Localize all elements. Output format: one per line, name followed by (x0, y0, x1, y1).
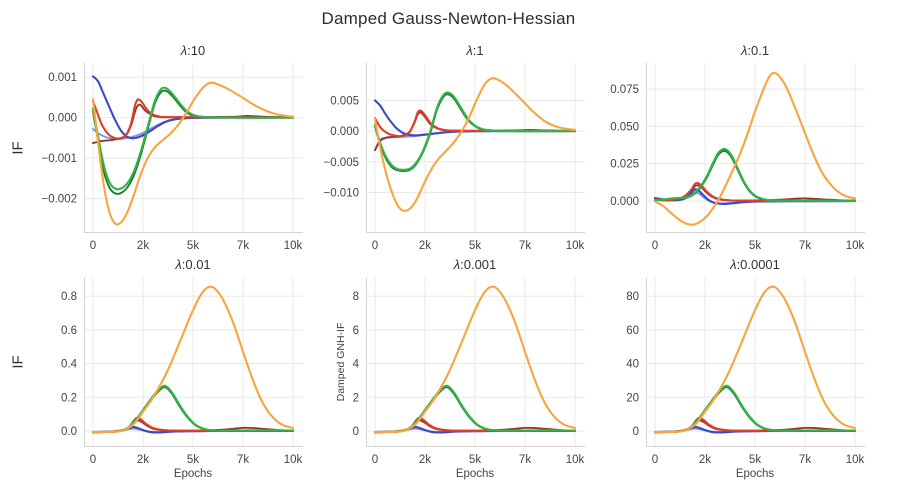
x-tick-label: 7k (799, 240, 811, 252)
figure-title: Damped Gauss-Newton-Hessian (321, 9, 576, 28)
x-tick-label: 2k (137, 454, 149, 466)
y-tick-label: 20 (626, 392, 639, 404)
series-line-orange (91, 81, 295, 226)
subplot-title: λ:10 (180, 43, 205, 58)
y-tick-label: −0.002 (42, 194, 78, 206)
subplot-title: λ:0.1 (740, 43, 769, 58)
y-tick-label: 0 (353, 426, 359, 438)
y-tick-label: 6 (353, 325, 359, 337)
y-axis-label-row2: IF (9, 355, 27, 369)
y-tick-label: −0.010 (324, 188, 360, 200)
x-tick-label: 5k (749, 454, 761, 466)
y-tick-label: 0.000 (48, 113, 77, 125)
y-tick-label: 0.000 (610, 196, 639, 208)
series-line-red (653, 181, 857, 202)
x-tick-label: 2k (699, 240, 711, 252)
y-tick-label: 2 (353, 392, 359, 404)
series-line-orange (373, 77, 577, 213)
subplot-lambda-0.001: 8 6 4 2 0 0 2k 5k 7k 10k λ:0.001 Epochs (353, 257, 585, 480)
x-tick-label: 7k (519, 240, 531, 252)
x-axis-label: Epochs (174, 468, 213, 480)
y-tick-label: 0.005 (330, 95, 359, 107)
series-line-red (91, 98, 295, 140)
y-tick-label: −0.005 (324, 157, 360, 169)
subplot-title: λ:0.0001 (729, 257, 780, 272)
y-tick-label: 0.001 (48, 72, 77, 84)
x-tick-label: 5k (187, 240, 199, 252)
x-axis-label: Epochs (456, 468, 495, 480)
series-line-green (91, 86, 295, 191)
x-tick-label: 7k (237, 240, 249, 252)
series-line-green (653, 147, 857, 202)
x-tick-label: 2k (419, 240, 431, 252)
x-tick-label: 7k (799, 454, 811, 466)
x-tick-label: 10k (284, 454, 303, 466)
x-axis-label: Epochs (736, 468, 775, 480)
y-tick-label: 60 (626, 325, 639, 337)
x-tick-label: 5k (187, 454, 199, 466)
y-tick-label: 0.050 (610, 121, 639, 133)
x-tick-label: 2k (419, 454, 431, 466)
x-tick-label: 0 (372, 454, 378, 466)
subplot-lambda-10: 0.001 0.000 −0.001 −0.002 0 2k 5k 7k 10k λ:10 (42, 43, 303, 252)
y-tick-label: 0.6 (61, 325, 77, 337)
subplot-title: λ:1 (465, 43, 483, 58)
subplot-lambda-0.01: 0.8 0.6 0.4 0.2 0.0 0 2k 5k 7k 10k λ:0.01 Epochs (61, 257, 303, 480)
x-tick-label: 7k (519, 454, 531, 466)
x-tick-label: 5k (749, 240, 761, 252)
x-tick-label: 10k (846, 454, 865, 466)
y-tick-label: −0.001 (42, 153, 78, 165)
y-tick-label: 0.2 (61, 392, 77, 404)
series-line-orange (373, 285, 577, 434)
y-tick-label: 4 (353, 359, 360, 371)
x-tick-label: 0 (372, 240, 378, 252)
y-tick-label: 0.0 (61, 426, 77, 438)
x-tick-label: 2k (137, 240, 149, 252)
subplot-lambda-0.0001: 80 60 40 20 0 0 2k 5k 7k 10k λ:0.0001 Epochs (626, 257, 865, 480)
x-tick-label: 5k (469, 240, 481, 252)
y-tick-label: 8 (353, 291, 359, 303)
y-axis-label-bottom-middle: Damped GNH-IF (335, 322, 347, 402)
subplot-title: λ:0.001 (453, 257, 497, 272)
y-tick-label: 0.000 (330, 126, 359, 138)
subplot-lambda-0.1: 0.075 0.050 0.025 0.000 0 2k 5k 7k 10k λ:0.1 (610, 43, 865, 252)
x-tick-label: 10k (846, 240, 865, 252)
x-tick-label: 0 (90, 240, 96, 252)
x-tick-label: 2k (699, 454, 711, 466)
y-tick-label: 0.4 (61, 359, 78, 371)
y-tick-label: 0.075 (610, 84, 639, 96)
x-tick-label: 0 (652, 240, 658, 252)
x-tick-label: 0 (90, 454, 96, 466)
x-tick-label: 10k (284, 240, 303, 252)
series-line-darkred (92, 103, 294, 145)
series-line-orange (653, 71, 857, 226)
x-tick-label: 10k (566, 240, 585, 252)
x-tick-label: 0 (652, 454, 658, 466)
y-axis-label-row1: IF (9, 141, 27, 155)
y-tick-label: 0 (633, 426, 639, 438)
y-tick-label: 0.025 (610, 159, 639, 171)
y-tick-label: 80 (626, 291, 639, 303)
series-line-orange (653, 285, 857, 434)
y-tick-label: 0.8 (61, 291, 77, 303)
subplot-title: λ:0.01 (174, 257, 210, 272)
x-tick-label: 7k (237, 454, 249, 466)
subplot-lambda-1: 0.005 0.000 −0.005 −0.010 0 2k 5k 7k 10k λ:1 (324, 43, 585, 252)
y-tick-label: 40 (626, 359, 639, 371)
series-line-orange (91, 285, 295, 434)
series-line-red (373, 109, 577, 138)
x-tick-label: 10k (566, 454, 585, 466)
x-tick-label: 5k (469, 454, 481, 466)
series-line-green (373, 91, 577, 171)
